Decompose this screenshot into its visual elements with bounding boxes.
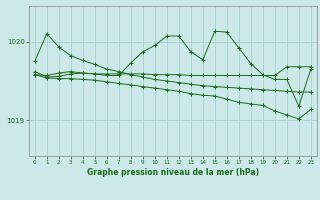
X-axis label: Graphe pression niveau de la mer (hPa): Graphe pression niveau de la mer (hPa)	[87, 168, 259, 177]
